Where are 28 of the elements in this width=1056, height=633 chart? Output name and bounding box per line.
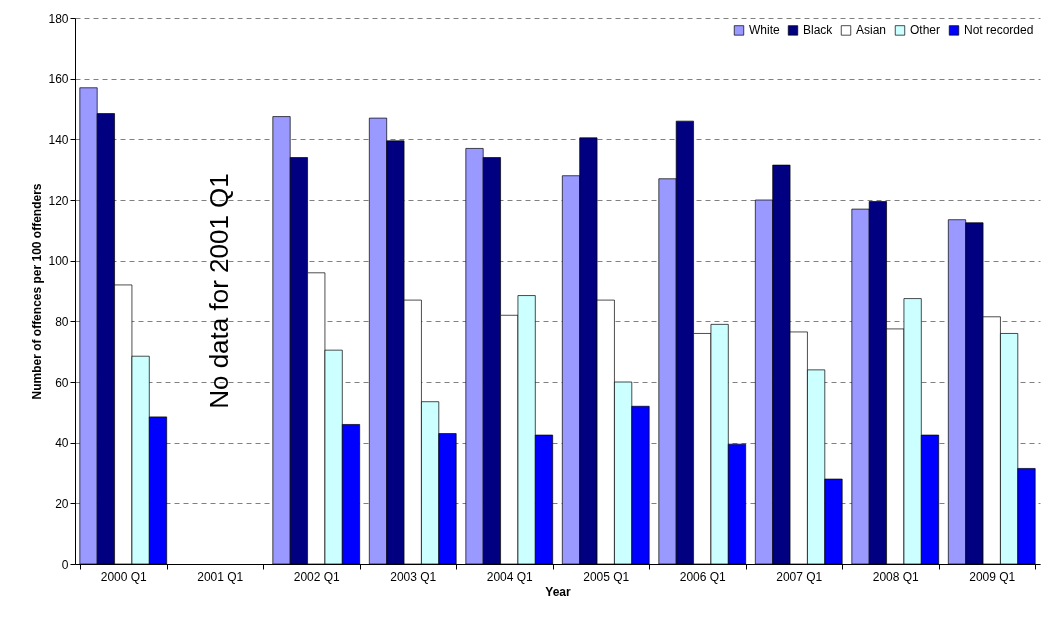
y-tick-label: 180 (48, 11, 69, 26)
y-tick-label: 80 (55, 314, 69, 329)
x-tick-label: 2002 Q1 (293, 569, 341, 584)
y-tick-label: 60 (55, 375, 69, 390)
y-tick-label: 20 (55, 496, 69, 511)
x-tick-label: 2000 Q1 (100, 569, 148, 584)
y-tick-label: 100 (48, 254, 69, 269)
legend-label: Other (910, 23, 941, 38)
y-tick-label: 160 (48, 72, 69, 87)
y-tick-label: 40 (55, 436, 69, 451)
x-tick-label: 2009 Q1 (969, 569, 1016, 584)
y-axis-title: Number of offences per 100 offenders (30, 183, 45, 400)
annotation: No data for 2001 Q1 (203, 173, 234, 409)
y-tick-label: 140 (48, 132, 69, 147)
x-tick-label: 2004 Q1 (486, 569, 534, 584)
x-tick-label: 2006 Q1 (679, 569, 727, 584)
legend-label: Black (803, 23, 834, 38)
y-tick-label: 0 (61, 557, 69, 572)
x-tick-label: 2001 Q1 (197, 569, 244, 584)
legend-label: Not recorded (964, 23, 1034, 38)
legend-label: Asian (856, 23, 887, 38)
x-tick-label: 2005 Q1 (583, 569, 630, 584)
y-tick-label: 120 (48, 193, 69, 208)
legend-label: White (749, 23, 780, 38)
x-tick-label: 2008 Q1 (872, 569, 920, 584)
x-tick-label: 2007 Q1 (776, 569, 823, 584)
x-tick-label: 2003 Q1 (390, 569, 437, 584)
x-axis-title: Year (545, 584, 572, 599)
